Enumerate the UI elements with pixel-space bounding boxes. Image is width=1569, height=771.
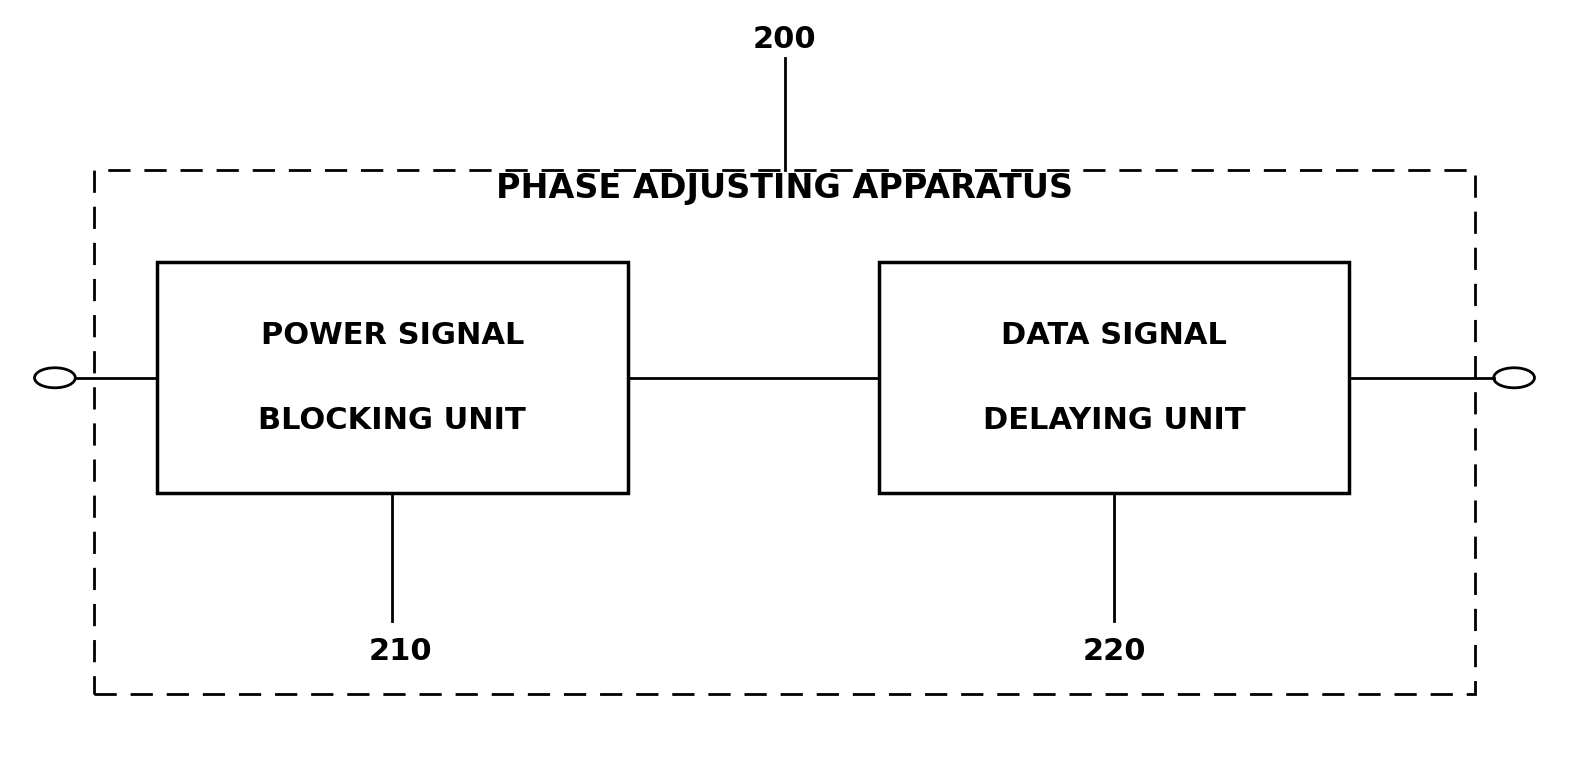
Bar xyxy=(94,170,1475,694)
Text: DELAYING UNIT: DELAYING UNIT xyxy=(982,406,1246,435)
Text: 220: 220 xyxy=(1083,637,1145,666)
Text: 210: 210 xyxy=(369,637,431,666)
Text: POWER SIGNAL: POWER SIGNAL xyxy=(260,321,524,350)
Text: BLOCKING UNIT: BLOCKING UNIT xyxy=(259,406,526,435)
Text: DATA SIGNAL: DATA SIGNAL xyxy=(1001,321,1227,350)
Bar xyxy=(157,262,628,493)
Text: PHASE ADJUSTING APPARATUS: PHASE ADJUSTING APPARATUS xyxy=(496,173,1073,205)
Bar xyxy=(879,262,1349,493)
Text: 200: 200 xyxy=(753,25,816,54)
